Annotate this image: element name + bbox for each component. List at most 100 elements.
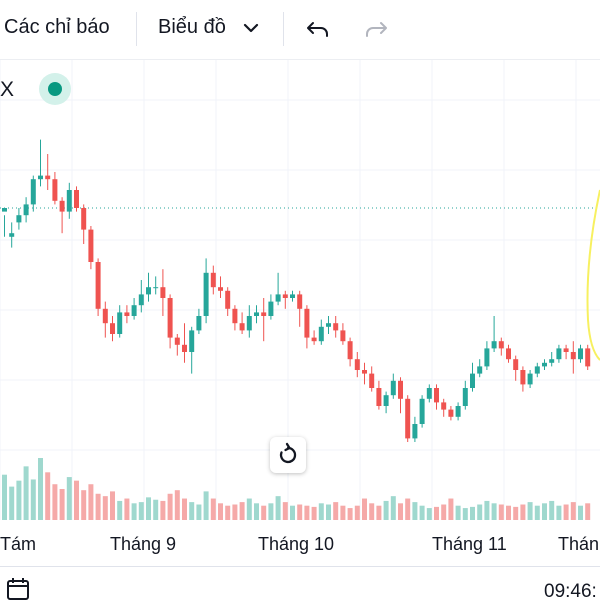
volume-bar bbox=[477, 505, 482, 521]
undo-icon[interactable] bbox=[304, 14, 332, 42]
candle-body bbox=[9, 233, 14, 237]
candle-body bbox=[564, 348, 569, 352]
volume-bar bbox=[333, 502, 338, 520]
candle-body bbox=[168, 298, 173, 338]
candle-body bbox=[499, 341, 504, 348]
candle-body bbox=[247, 316, 252, 330]
x-axis-label: Tháng 11 bbox=[432, 534, 507, 555]
candle-body bbox=[441, 402, 446, 409]
candle-body bbox=[506, 348, 511, 359]
candle-body bbox=[578, 348, 583, 359]
volume-bar bbox=[484, 501, 489, 520]
candle-body bbox=[448, 410, 453, 417]
candle-body bbox=[304, 309, 309, 338]
bottom-divider bbox=[0, 566, 600, 567]
volume-bar bbox=[578, 506, 583, 520]
top-toolbar: Các chỉ báo Biểu đồ bbox=[0, 0, 600, 56]
volume-bar bbox=[175, 490, 180, 520]
candle-body bbox=[45, 176, 50, 180]
chevron-down-icon[interactable] bbox=[237, 14, 265, 42]
volume-bar bbox=[304, 506, 309, 520]
candle-body bbox=[132, 305, 137, 316]
candle-body bbox=[175, 338, 180, 345]
candle-body bbox=[420, 399, 425, 424]
volume-bar bbox=[369, 503, 374, 520]
volume-bar bbox=[9, 487, 14, 520]
volume-bar bbox=[427, 508, 432, 520]
volume-bar bbox=[470, 507, 475, 520]
candle-body bbox=[556, 348, 561, 359]
candle-body bbox=[492, 341, 497, 348]
candle-body bbox=[240, 323, 245, 330]
candle-body bbox=[268, 302, 273, 316]
volume-bar bbox=[110, 491, 115, 520]
volume-bar bbox=[585, 503, 590, 520]
volume-bar bbox=[232, 505, 237, 521]
candle-body bbox=[571, 352, 576, 359]
symbol-label: X bbox=[0, 78, 14, 102]
candle-body bbox=[333, 323, 338, 330]
candle-body bbox=[110, 323, 115, 334]
candle-body bbox=[2, 208, 7, 212]
volume-bar bbox=[96, 494, 101, 520]
candle-body bbox=[326, 323, 331, 327]
volume-bar bbox=[398, 503, 403, 520]
candle-body bbox=[549, 359, 554, 363]
volume-bar bbox=[441, 505, 446, 521]
volume-bar bbox=[326, 505, 331, 521]
candle-body bbox=[520, 370, 525, 384]
volume-bar bbox=[492, 503, 497, 520]
freehand-drawing bbox=[588, 190, 600, 360]
candle-body bbox=[477, 366, 482, 373]
candle-body bbox=[232, 309, 237, 323]
candle-body bbox=[67, 190, 72, 212]
candle-body bbox=[376, 388, 381, 406]
volume-bar bbox=[564, 505, 569, 521]
volume-bar bbox=[520, 505, 525, 521]
volume-bar bbox=[88, 484, 93, 520]
volume-bar bbox=[506, 506, 511, 520]
candle-body bbox=[535, 366, 540, 373]
volume-bar bbox=[355, 506, 360, 520]
candle-body bbox=[88, 230, 93, 262]
candle-body bbox=[283, 294, 288, 298]
volume-bar bbox=[103, 496, 108, 520]
candle-body bbox=[182, 345, 187, 352]
volume-bar bbox=[117, 501, 122, 520]
candle-body bbox=[204, 273, 209, 316]
candle-body bbox=[348, 341, 353, 359]
candle-body bbox=[456, 406, 461, 417]
market-status-dot bbox=[39, 73, 71, 105]
candle-body bbox=[290, 294, 295, 298]
candle-body bbox=[146, 287, 151, 294]
volume-bar bbox=[139, 502, 144, 520]
calendar-range-icon[interactable] bbox=[6, 576, 32, 602]
volume-bar bbox=[384, 501, 389, 520]
volume-bar bbox=[204, 491, 209, 520]
volume-bar bbox=[362, 499, 367, 520]
redo-icon[interactable] bbox=[362, 14, 390, 42]
volume-bar bbox=[52, 484, 57, 520]
volume-bar bbox=[168, 494, 173, 520]
candle-body bbox=[369, 374, 374, 388]
volume-bar bbox=[153, 500, 158, 520]
candle-body bbox=[340, 330, 345, 341]
candle-body bbox=[74, 190, 79, 208]
candle-body bbox=[355, 359, 360, 370]
volume-bar bbox=[132, 503, 137, 520]
reset-chart-button[interactable] bbox=[270, 437, 306, 473]
candle-body bbox=[297, 294, 302, 308]
candle-body bbox=[254, 312, 259, 316]
candle-body bbox=[484, 348, 489, 366]
x-axis-label: Tám bbox=[0, 534, 36, 555]
volume-bar bbox=[240, 502, 245, 520]
indicators-button[interactable]: Các chỉ báo bbox=[4, 16, 110, 39]
volume-bar bbox=[542, 503, 547, 520]
volume-bar bbox=[254, 503, 259, 520]
volume-bar bbox=[528, 502, 533, 520]
x-axis-label: Tháng 9 bbox=[110, 534, 176, 555]
chart-type-button[interactable]: Biểu đồ bbox=[158, 16, 226, 39]
volume-bar bbox=[412, 502, 417, 520]
candle-body bbox=[362, 370, 367, 374]
candle-body bbox=[434, 388, 439, 402]
